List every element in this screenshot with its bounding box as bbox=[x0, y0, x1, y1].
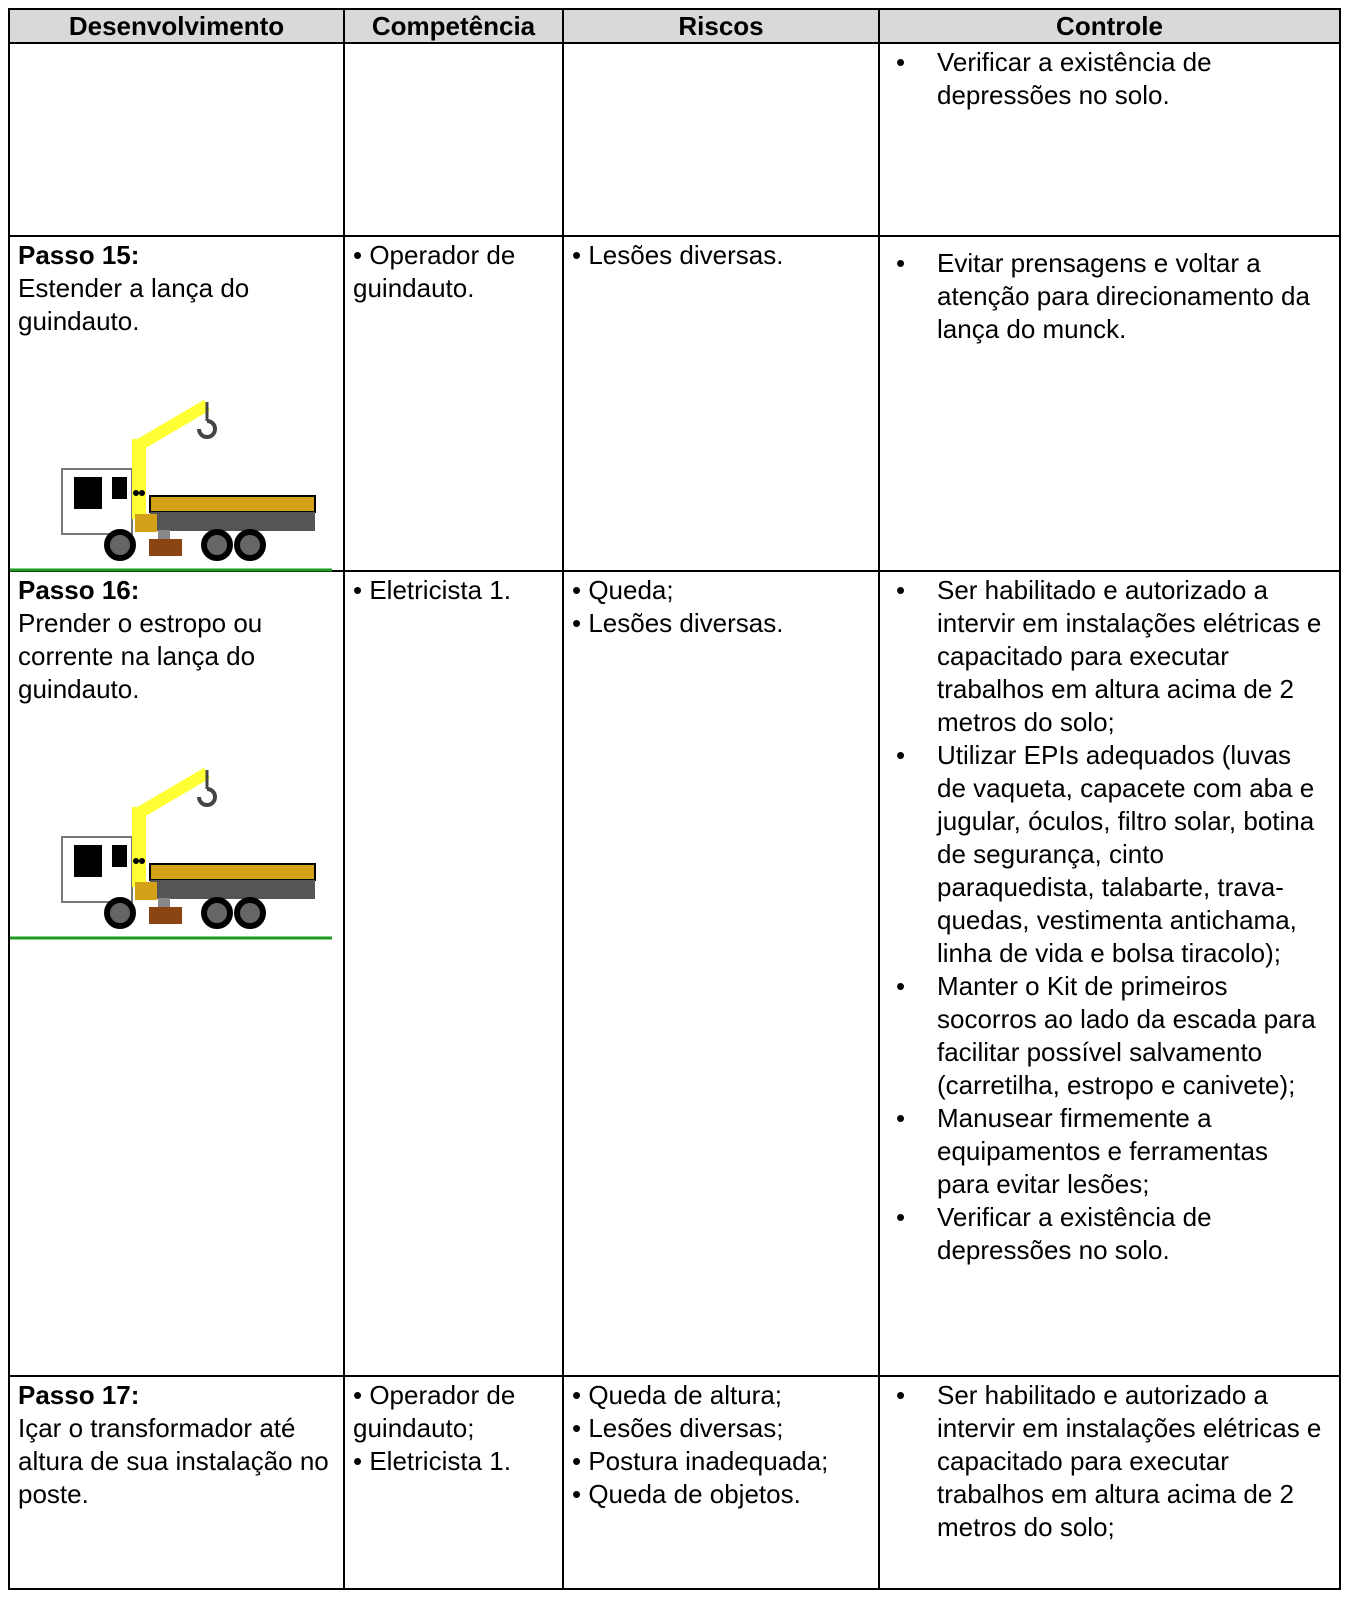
risk-item: Lesões diversas. bbox=[572, 239, 870, 272]
development-cell bbox=[8, 42, 345, 237]
control-list: Verificar a existência de depressões no … bbox=[888, 46, 1331, 112]
competence-list: Eletricista 1. bbox=[353, 574, 554, 607]
competence-item: Eletricista 1. bbox=[353, 1445, 554, 1478]
development-cell: Passo 15: Estender a lança do guindauto. bbox=[8, 235, 345, 572]
control-list: Ser habilitado e autorizado a intervir e… bbox=[888, 574, 1331, 1267]
competence-list: Operador de guindauto;Eletricista 1. bbox=[353, 1379, 554, 1478]
competence-item: Eletricista 1. bbox=[353, 574, 554, 607]
control-cell: Ser habilitado e autorizado a intervir e… bbox=[878, 1375, 1341, 1590]
step-description: Içar o transformador até altura de sua i… bbox=[18, 1413, 329, 1509]
competence-list: Operador de guindauto. bbox=[353, 239, 554, 305]
column-header: Competência bbox=[343, 8, 564, 44]
document: Desenvolvimento Competência Riscos Controle… bbox=[8, 8, 1341, 1590]
control-item: Ser habilitado e autorizado a intervir e… bbox=[896, 574, 1323, 739]
risk-cell: Lesões diversas. bbox=[562, 235, 880, 572]
table-row: Passo 17: Içar o transformador até altura… bbox=[8, 1375, 1341, 1590]
control-cell: Verificar a existência de depressões no … bbox=[878, 42, 1341, 237]
step-label: Passo 17: bbox=[18, 1380, 140, 1410]
risk-list: Queda;Lesões diversas. bbox=[572, 574, 870, 640]
risk-cell: Queda de altura;Lesões diversas;Postura … bbox=[562, 1375, 880, 1590]
control-item: Ser habilitado e autorizado a intervir e… bbox=[896, 1379, 1323, 1544]
risk-list: Lesões diversas. bbox=[572, 239, 870, 272]
competence-item: Operador de guindauto; bbox=[353, 1379, 554, 1445]
competence-cell bbox=[343, 42, 564, 237]
procedure-table: Desenvolvimento Competência Riscos Controle… bbox=[8, 8, 1341, 1590]
risk-item: Lesões diversas; bbox=[572, 1412, 870, 1445]
control-list: Ser habilitado e autorizado a intervir e… bbox=[888, 1379, 1331, 1544]
risk-list: Queda de altura;Lesões diversas;Postura … bbox=[572, 1379, 870, 1511]
control-item: Verificar a existência de depressões no … bbox=[896, 46, 1323, 112]
risk-item: Queda de objetos. bbox=[572, 1478, 870, 1511]
control-cell: Evitar prensagens e voltar a atenção par… bbox=[878, 235, 1341, 572]
control-list: Evitar prensagens e voltar a atenção par… bbox=[888, 247, 1331, 346]
step-label: Passo 15: bbox=[18, 240, 140, 270]
column-header: Riscos bbox=[562, 8, 880, 44]
header-row: Desenvolvimento Competência Riscos Controle bbox=[8, 8, 1341, 44]
control-cell: Ser habilitado e autorizado a intervir e… bbox=[878, 570, 1341, 1377]
step-description: Estender a lança do guindauto. bbox=[18, 273, 250, 336]
step-label: Passo 16: bbox=[18, 575, 140, 605]
control-item: Verificar a existência de depressões no … bbox=[896, 1201, 1323, 1267]
risk-item: Lesões diversas. bbox=[572, 607, 870, 640]
truck-illustration bbox=[10, 767, 332, 940]
competence-cell: Operador de guindauto. bbox=[343, 235, 564, 572]
risk-cell: Queda;Lesões diversas. bbox=[562, 570, 880, 1377]
control-item: Manter o Kit de primeiros socorros ao la… bbox=[896, 970, 1323, 1102]
risk-item: Postura inadequada; bbox=[572, 1445, 870, 1478]
step-description: Prender o estropo ou corrente na lança d… bbox=[18, 608, 263, 704]
truck-illustration bbox=[10, 399, 332, 572]
column-header: Desenvolvimento bbox=[8, 8, 345, 44]
risk-item: Queda; bbox=[572, 574, 870, 607]
column-header: Controle bbox=[878, 8, 1341, 44]
table-row: Verificar a existência de depressões no … bbox=[8, 42, 1341, 237]
development-cell: Passo 16: Prender o estropo ou corrente n… bbox=[8, 570, 345, 1377]
competence-cell: Eletricista 1. bbox=[343, 570, 564, 1377]
control-item: Manusear firmemente a equipamentos e fer… bbox=[896, 1102, 1323, 1201]
table-row: Passo 15: Estender a lança do guindauto. … bbox=[8, 235, 1341, 572]
control-item: Utilizar EPIs adequados (luvas de vaquet… bbox=[896, 739, 1323, 970]
table-body: Verificar a existência de depressões no … bbox=[8, 42, 1341, 1590]
development-cell: Passo 17: Içar o transformador até altura… bbox=[8, 1375, 345, 1590]
risk-cell bbox=[562, 42, 880, 237]
risk-item: Queda de altura; bbox=[572, 1379, 870, 1412]
competence-item: Operador de guindauto. bbox=[353, 239, 554, 305]
table-row: Passo 16: Prender o estropo ou corrente n… bbox=[8, 570, 1341, 1377]
competence-cell: Operador de guindauto;Eletricista 1. bbox=[343, 1375, 564, 1590]
control-item: Evitar prensagens e voltar a atenção par… bbox=[896, 247, 1323, 346]
